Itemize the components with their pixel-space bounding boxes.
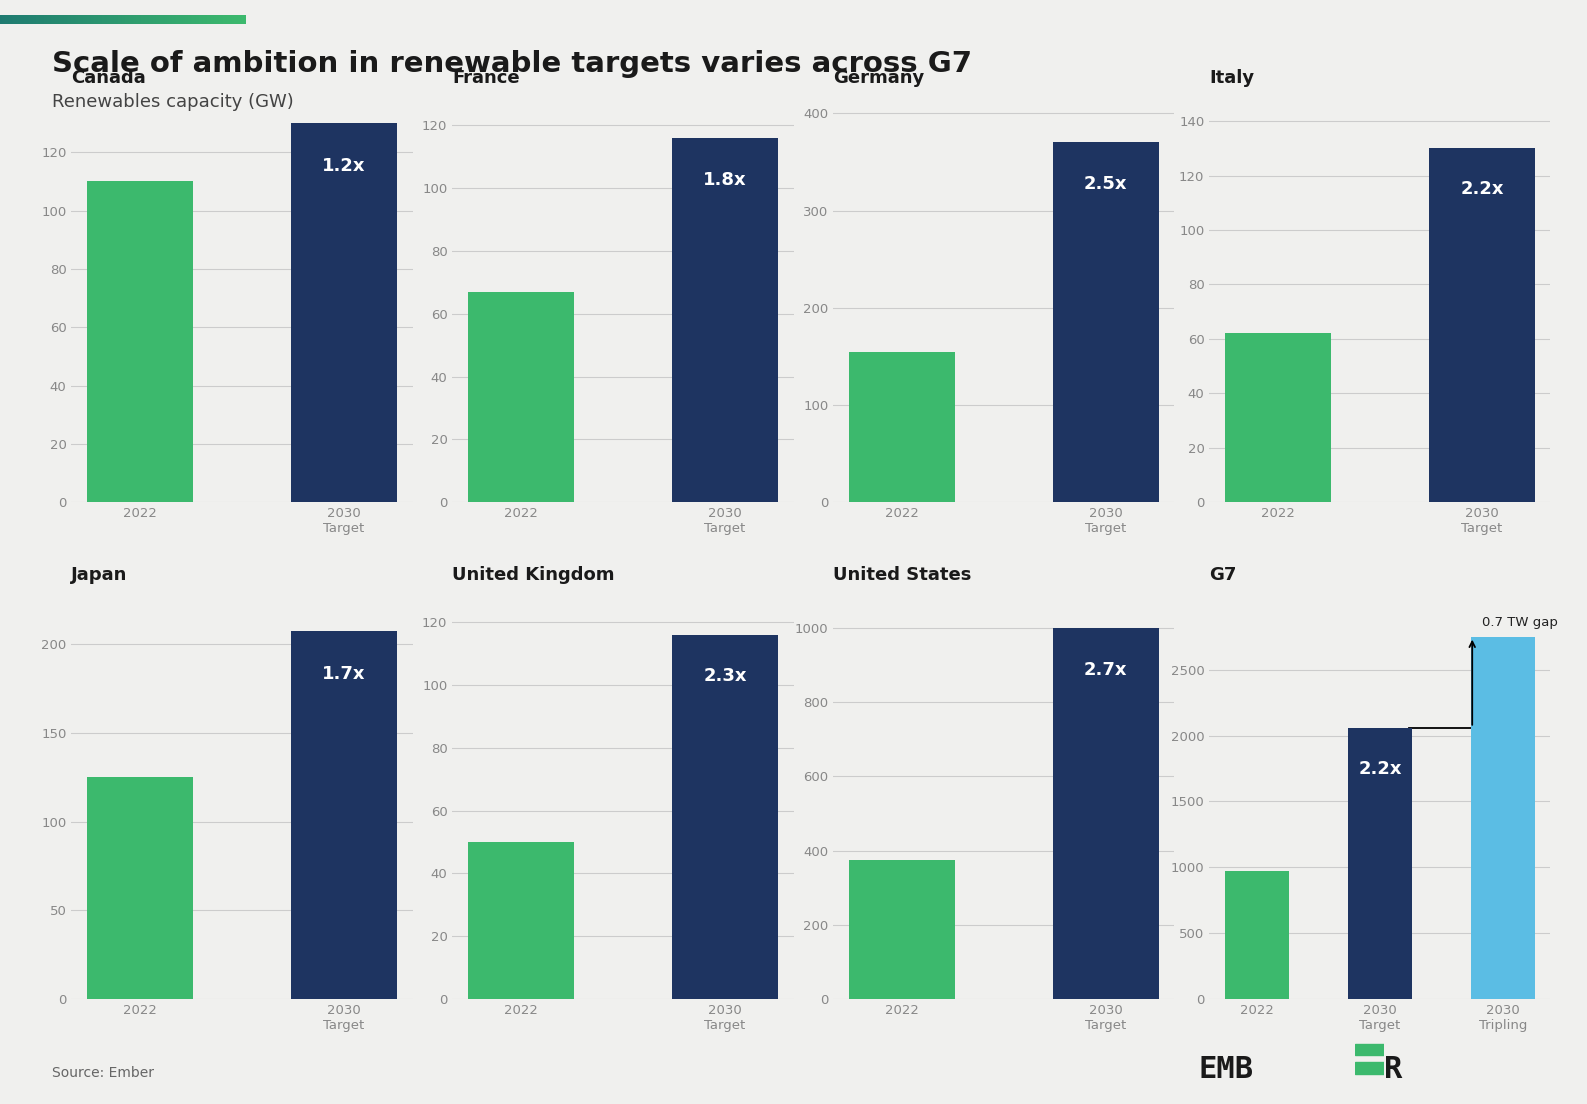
Text: EMB: EMB [1198, 1055, 1254, 1084]
Text: Japan: Japan [71, 565, 129, 584]
Text: 2.5x: 2.5x [1084, 174, 1127, 193]
Bar [1052, 142, 1159, 502]
Text: United Kingdom: United Kingdom [452, 565, 614, 584]
Text: 2.2x: 2.2x [1460, 180, 1503, 198]
Bar [671, 138, 778, 502]
Bar [1428, 148, 1535, 502]
Text: R: R [1384, 1055, 1403, 1084]
Text: 1.2x: 1.2x [322, 157, 365, 176]
Text: Scale of ambition in renewable targets varies across G7: Scale of ambition in renewable targets v… [52, 50, 973, 77]
Text: 1.8x: 1.8x [703, 171, 747, 189]
Bar [87, 777, 194, 999]
Bar [1471, 637, 1535, 999]
Bar [290, 123, 397, 502]
Text: 2.3x: 2.3x [703, 668, 746, 686]
Bar [849, 351, 955, 502]
Text: France: France [452, 68, 521, 87]
Text: United States: United States [833, 565, 971, 584]
Bar [1355, 1043, 1384, 1055]
Bar [1355, 1062, 1384, 1074]
Bar [849, 860, 955, 999]
Text: 1.7x: 1.7x [322, 665, 365, 682]
Text: Germany: Germany [833, 68, 924, 87]
Bar [671, 635, 778, 999]
Text: G7: G7 [1209, 565, 1236, 584]
Bar [1225, 333, 1331, 502]
Text: Canada: Canada [71, 68, 146, 87]
Bar [468, 842, 574, 999]
Text: Renewables capacity (GW): Renewables capacity (GW) [52, 93, 294, 110]
Text: 0.7 TW gap: 0.7 TW gap [1482, 616, 1558, 628]
Text: Source: Ember: Source: Ember [52, 1065, 154, 1080]
Text: Italy: Italy [1209, 68, 1254, 87]
Bar [468, 291, 574, 502]
Bar [1347, 728, 1412, 999]
Bar [1052, 628, 1159, 999]
Bar [87, 181, 194, 502]
Bar [290, 631, 397, 999]
Text: 2.7x: 2.7x [1084, 661, 1127, 679]
Bar [1225, 871, 1289, 999]
Text: 2.2x: 2.2x [1358, 761, 1401, 778]
